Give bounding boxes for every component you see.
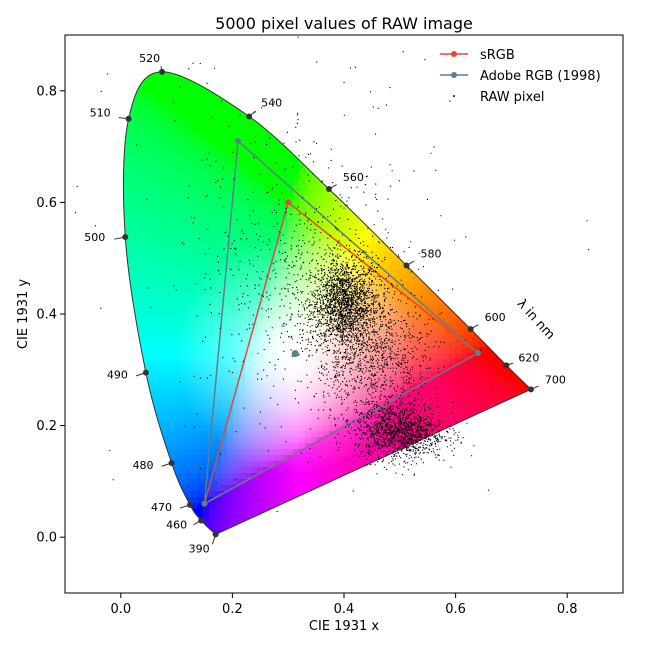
y-axis-label: CIE 1931 y bbox=[16, 279, 31, 349]
wavelength-marker bbox=[142, 369, 149, 376]
chart-title: 5000 pixel values of RAW image bbox=[215, 14, 473, 33]
wavelength-label: 700 bbox=[545, 373, 566, 386]
adobe-rgb-triangle-vertex bbox=[201, 500, 208, 507]
wavelength-marker bbox=[503, 362, 510, 369]
wavelength-marker bbox=[125, 115, 132, 122]
wavelength-marker bbox=[159, 68, 166, 75]
gamut-triangles bbox=[201, 138, 481, 507]
legend-raw-marker bbox=[453, 95, 455, 97]
wavelength-label: 470 bbox=[151, 501, 172, 514]
legend: sRGB Adobe RGB (1998) RAW pixel bbox=[440, 48, 601, 105]
white-point-marker bbox=[291, 350, 299, 358]
adobe-rgb-triangle bbox=[203, 139, 479, 506]
x-axis-label: CIE 1931 x bbox=[309, 619, 379, 634]
wavelength-marker bbox=[198, 517, 205, 524]
wavelength-marker bbox=[122, 233, 129, 240]
y-tick-label: 0.4 bbox=[36, 308, 57, 323]
wavelength-label: 460 bbox=[166, 518, 187, 531]
wavelength-label: 490 bbox=[107, 369, 128, 382]
x-axis-ticks: 0.0 0.2 0.4 0.6 0.8 bbox=[110, 593, 578, 617]
wavelength-label: 620 bbox=[518, 351, 539, 364]
legend-adobe-marker bbox=[451, 72, 457, 78]
x-tick-label: 0.2 bbox=[222, 602, 243, 617]
y-tick-label: 0.0 bbox=[36, 531, 57, 546]
y-tick-label: 0.6 bbox=[36, 196, 57, 211]
wavelength-label: 480 bbox=[133, 459, 154, 472]
y-axis-ticks: 0.0 0.2 0.4 0.6 0.8 bbox=[36, 84, 65, 546]
wavelength-axis-label: λ in nm bbox=[514, 297, 558, 343]
wavelength-marker bbox=[527, 386, 534, 393]
wavelength-marker bbox=[325, 186, 332, 193]
wavelength-marker bbox=[403, 262, 410, 269]
wavelength-marker bbox=[246, 113, 253, 120]
wavelength-label: 540 bbox=[261, 96, 282, 109]
wavelength-label: 580 bbox=[420, 247, 441, 260]
wavelength-label: 560 bbox=[343, 171, 364, 184]
adobe-rgb-triangle-vertex bbox=[474, 350, 481, 357]
wavelength-label: 390 bbox=[189, 542, 210, 555]
legend-adobe-label: Adobe RGB (1998) bbox=[480, 69, 601, 84]
wavelength-label: 500 bbox=[84, 231, 105, 244]
legend-srgb-label: sRGB bbox=[480, 48, 515, 63]
wavelength-label: 510 bbox=[90, 107, 111, 120]
spectral-locus bbox=[122, 71, 532, 535]
y-tick-label: 0.2 bbox=[36, 419, 57, 434]
wavelength-label: 520 bbox=[139, 52, 160, 65]
adobe-rgb-triangle-vertex bbox=[234, 138, 241, 145]
srgb-triangle-vertex bbox=[285, 199, 292, 206]
x-tick-label: 0.4 bbox=[334, 602, 355, 617]
wavelength-marker bbox=[467, 326, 474, 333]
x-tick-label: 0.0 bbox=[110, 602, 131, 617]
x-tick-label: 0.6 bbox=[445, 602, 466, 617]
legend-srgb-marker bbox=[451, 51, 457, 57]
wavelength-marker bbox=[168, 459, 175, 466]
legend-raw-label: RAW pixel bbox=[480, 90, 544, 105]
wavelength-marker bbox=[212, 531, 219, 538]
wavelength-marker bbox=[186, 501, 193, 508]
x-tick-label: 0.8 bbox=[557, 602, 578, 617]
y-tick-label: 0.8 bbox=[36, 84, 57, 99]
wavelength-label: 600 bbox=[485, 311, 506, 324]
